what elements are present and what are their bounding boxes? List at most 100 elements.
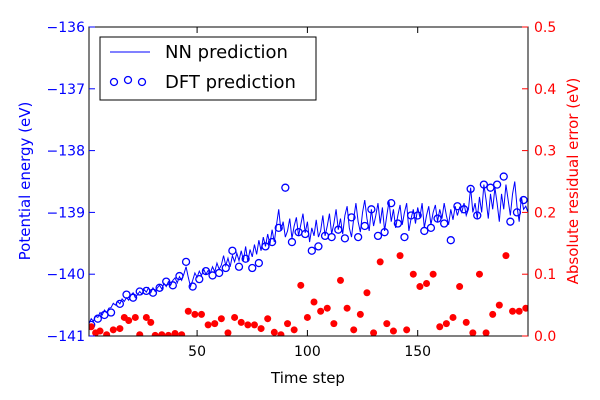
dft-point [215, 268, 224, 278]
legend-label-nn: NN prediction [165, 42, 288, 63]
dft-point [373, 231, 383, 241]
y-right-tick-label: 0.3 [534, 144, 556, 160]
residual-point [409, 270, 417, 278]
residual-point [376, 258, 384, 266]
legend-label-dft: DFT prediction [165, 72, 296, 93]
residual-point [303, 313, 311, 321]
x-tick-label: 150 [404, 344, 431, 360]
legend-circle-marker [123, 75, 133, 85]
residual-point [363, 289, 371, 297]
residual-point [257, 325, 265, 333]
residual-point [198, 310, 206, 318]
residual-point [336, 276, 344, 284]
dft-point [221, 263, 230, 273]
dft-point [254, 258, 264, 268]
residual-point [224, 329, 232, 336]
residual-point [403, 326, 411, 334]
dft-point [479, 180, 489, 189]
dft-point [261, 242, 270, 251]
x-tick-label: 50 [188, 344, 206, 360]
residual-point [442, 320, 450, 328]
legend-circle-marker [137, 77, 147, 87]
residual-point [237, 318, 245, 326]
residual-point [184, 307, 192, 315]
legend-box [99, 36, 317, 101]
dft-point [353, 232, 363, 242]
residual-point [131, 313, 139, 321]
residual-point [277, 331, 285, 336]
y-left-tick-label: −140 [47, 267, 85, 283]
residual-point [515, 307, 523, 315]
y-left-tick-label: −137 [47, 82, 85, 98]
y-right-tick-label: 0.5 [534, 20, 556, 36]
residual-point [423, 279, 431, 287]
dft-point [459, 205, 469, 214]
dft-point [208, 271, 217, 280]
legend-circle-marker [109, 77, 119, 87]
dft-point [241, 254, 250, 263]
dft-point [387, 198, 396, 208]
y-right-tick-label: 0.0 [534, 329, 556, 345]
residual-point [356, 310, 364, 318]
residual-point [482, 329, 490, 336]
dft-point [248, 263, 257, 273]
dft-point [307, 246, 316, 255]
dft-point [492, 180, 502, 189]
y-left-tick-label: −138 [47, 144, 85, 160]
dft-point [274, 223, 283, 233]
residual-point [109, 326, 117, 334]
residual-point [151, 331, 159, 336]
residual-point [475, 270, 483, 278]
residual-point [509, 307, 517, 315]
residual-point [204, 321, 212, 329]
residual-point [158, 331, 166, 336]
dft-point [128, 293, 138, 302]
dft-point [360, 221, 369, 231]
y-right-tick-label: 0.4 [534, 82, 556, 98]
residual-point [217, 315, 225, 323]
residual-point [389, 327, 397, 335]
residual-point [330, 320, 338, 328]
residual-point [116, 325, 124, 333]
residual-point [244, 321, 252, 329]
plot-frame [88, 26, 529, 337]
dft-point [340, 234, 350, 243]
y-left-tick-label: −141 [47, 329, 85, 345]
y-left-tick-label: −139 [47, 205, 85, 221]
dft-point [228, 246, 237, 255]
residual-point [290, 326, 298, 334]
y-right-tick-label: 0.2 [534, 205, 556, 221]
residual-point [96, 327, 104, 335]
dft-point [181, 257, 191, 266]
dft-point [162, 277, 171, 286]
dft-point [433, 214, 442, 223]
legend: NN prediction DFT prediction [99, 36, 317, 101]
dft-point [175, 271, 184, 281]
dft-point [393, 219, 402, 228]
dft-point [106, 308, 116, 317]
dft-point [301, 229, 310, 239]
residual-point [89, 323, 95, 331]
dft-point [380, 228, 389, 237]
dft-point [334, 225, 343, 234]
residual-point [191, 310, 199, 318]
residual-point [284, 320, 292, 328]
residual-point [436, 323, 444, 331]
residual-point [456, 283, 464, 291]
residual-point [164, 331, 172, 336]
residual-point [343, 304, 351, 312]
residual-point [462, 318, 470, 326]
residual-point [136, 331, 144, 336]
dft-point [188, 282, 197, 291]
dft-point [486, 183, 495, 192]
dft-point [267, 237, 277, 247]
dft-point [473, 211, 482, 220]
dft-point [115, 299, 125, 309]
residual-point [297, 281, 305, 289]
dft-point [519, 195, 528, 205]
residual-point [310, 298, 318, 306]
x-tick-label: 100 [294, 344, 321, 360]
dft-point [446, 236, 455, 245]
x-axis-label: Time step [270, 369, 345, 387]
